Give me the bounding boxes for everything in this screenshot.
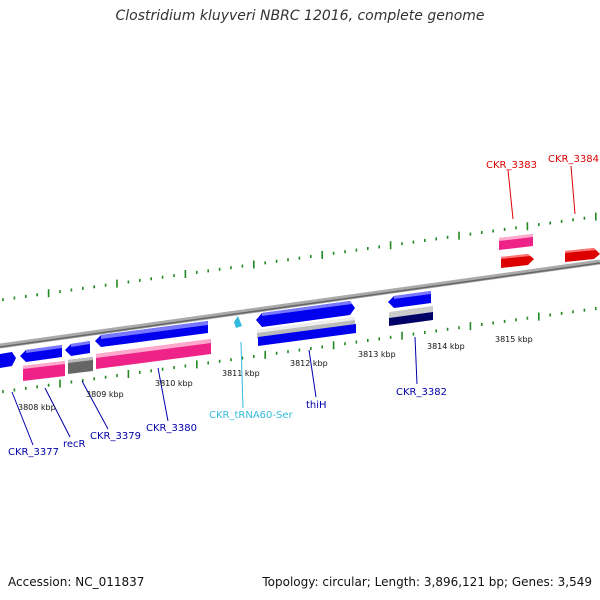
tick-row-lower (2, 307, 597, 394)
scale-label-3810: 3810 kbp (155, 379, 193, 388)
gene-label-CKR_3384[interactable]: CKR_3384 (548, 154, 599, 165)
map-title: Clostridium kluyveri NBRC 12016, complet… (115, 8, 485, 24)
feature-CKR_3382-gray[interactable] (389, 306, 433, 326)
scale-labels: 3808 kbp 3809 kbp 3810 kbp 3811 kbp 3812… (18, 335, 533, 412)
gene-labels: CKR_3383 CKR_3384 CKR_3377 recR CKR_3379… (8, 154, 599, 458)
feature-CKR_3383-red[interactable] (501, 254, 534, 268)
scale-label-3812: 3812 kbp (290, 359, 328, 368)
feature-thiH-blue[interactable] (256, 301, 355, 327)
feature-CKR_3383-pink[interactable] (499, 234, 533, 250)
gene-label-CKR_tRNA60-Ser[interactable]: CKR_tRNA60-Ser (209, 410, 294, 421)
gene-label-CKR_3380[interactable]: CKR_3380 (146, 423, 197, 434)
feature-thiH-gray[interactable] (257, 317, 355, 339)
feature-CKR_3382-blue[interactable] (388, 291, 431, 308)
accession-text: Accession: NC_011837 (8, 575, 145, 589)
scale-label-3808: 3808 kbp (18, 403, 56, 412)
feature-recR-gray[interactable] (68, 357, 93, 374)
feature-CKR_3379-blue[interactable] (65, 341, 90, 356)
gene-label-thiH[interactable]: thiH (306, 400, 327, 411)
feature-CKR_tRNA60-Ser[interactable] (234, 316, 242, 328)
scale-label-3809: 3809 kbp (86, 390, 124, 399)
feature-thiH-blue2[interactable] (258, 324, 356, 346)
backbone (0, 259, 600, 349)
scale-label-3811: 3811 kbp (222, 369, 260, 378)
topology-text: Topology: circular; Length: 3,896,121 bp… (262, 575, 592, 589)
feature-CKR_3377-blue[interactable] (0, 352, 16, 368)
gene-label-CKR_3383[interactable]: CKR_3383 (486, 160, 537, 171)
scale-label-3814: 3814 kbp (427, 342, 465, 351)
gene-label-CKR_3377[interactable]: CKR_3377 (8, 447, 59, 458)
scale-label-3813: 3813 kbp (358, 350, 396, 359)
gene-label-CKR_3382[interactable]: CKR_3382 (396, 387, 447, 398)
feature-recR-blue[interactable] (20, 345, 62, 362)
scale-label-3815: 3815 kbp (495, 335, 533, 344)
tick-row-upper (2, 212, 597, 302)
feature-CKR_3380-blue[interactable] (95, 321, 208, 347)
gene-label-recR[interactable]: recR (63, 439, 86, 450)
feature-CKR_3384-red[interactable] (565, 248, 600, 262)
gene-label-CKR_3379[interactable]: CKR_3379 (90, 431, 141, 442)
feature-CKR_3380-pink[interactable] (96, 339, 211, 369)
feature-CKR_3377-pink[interactable] (23, 361, 65, 381)
leader-lines (11, 165, 576, 446)
